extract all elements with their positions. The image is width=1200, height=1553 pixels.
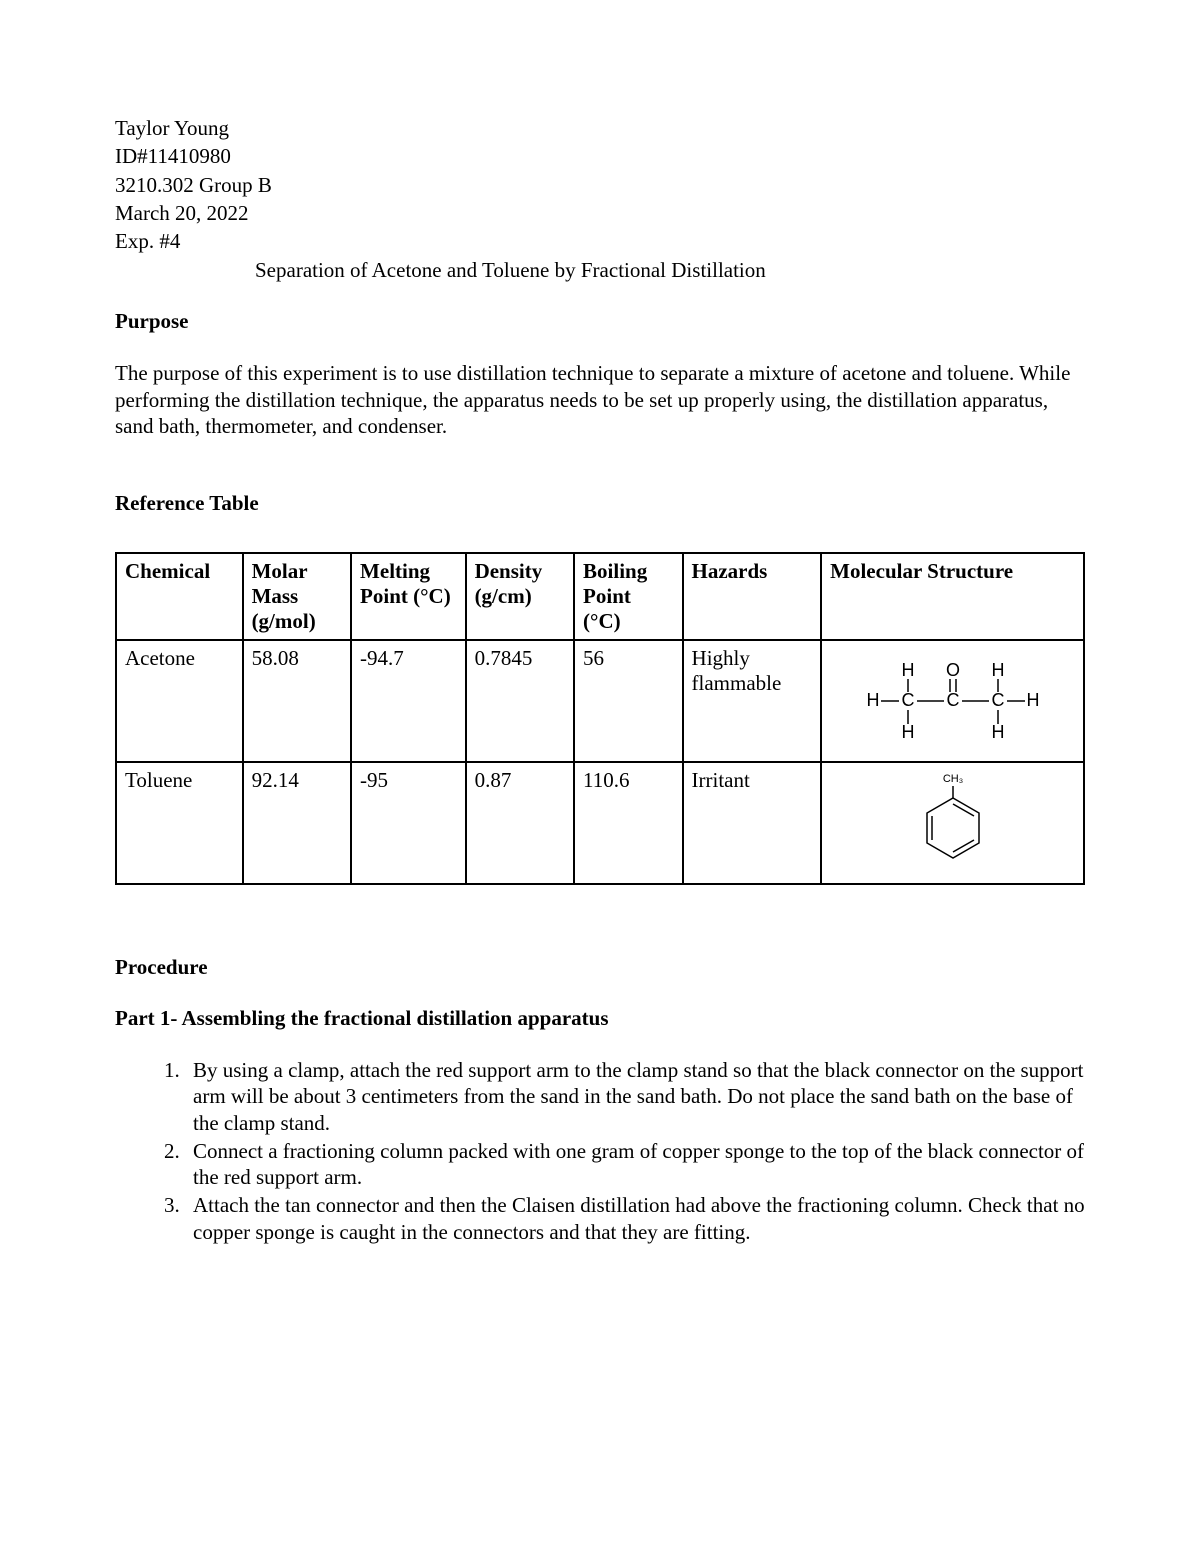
part1-heading: Part 1- Assembling the fractional distil… (115, 1006, 1085, 1031)
svg-text:C: C (946, 690, 959, 710)
reference-table: Chemical Molar Mass (g/mol) Melting Poin… (115, 552, 1085, 885)
col-melting-point: Melting Point (°C) (351, 553, 466, 640)
col-boiling-point: Boiling Point (°C) (574, 553, 682, 640)
cell-hazards: Irritant (683, 762, 822, 884)
list-item: Attach the tan connector and then the Cl… (185, 1192, 1085, 1245)
purpose-heading: Purpose (115, 309, 1085, 334)
author-name: Taylor Young (115, 115, 1085, 141)
cell-melting-point: -94.7 (351, 640, 466, 762)
purpose-text: The purpose of this experiment is to use… (115, 360, 1085, 439)
cell-chemical: Acetone (116, 640, 243, 762)
svg-text:H: H (991, 660, 1004, 680)
cell-structure-acetone: C H H H C O (821, 640, 1084, 762)
table-row: Toluene 92.14 -95 0.87 110.6 Irritant (116, 762, 1084, 884)
cell-hazards: Highly flammable (683, 640, 822, 762)
svg-text:H: H (901, 660, 914, 680)
acetone-structure-icon: C H H H C O (853, 646, 1053, 756)
list-item: Connect a fractioning column packed with… (185, 1138, 1085, 1191)
cell-density: 0.7845 (466, 640, 574, 762)
cell-molar-mass: 92.14 (243, 762, 351, 884)
experiment-number: Exp. #4 (115, 228, 1085, 254)
reference-table-heading: Reference Table (115, 491, 1085, 516)
toluene-structure-icon: CH₃ (893, 768, 1013, 878)
cell-boiling-point: 110.6 (574, 762, 682, 884)
svg-text:H: H (1026, 690, 1039, 710)
cell-structure-toluene: CH₃ (821, 762, 1084, 884)
document-title: Separation of Acetone and Toluene by Fra… (115, 258, 1085, 283)
table-header-row: Chemical Molar Mass (g/mol) Melting Poin… (116, 553, 1084, 640)
svg-text:C: C (991, 690, 1004, 710)
col-molar-mass: Molar Mass (g/mol) (243, 553, 351, 640)
col-chemical: Chemical (116, 553, 243, 640)
cell-molar-mass: 58.08 (243, 640, 351, 762)
page: Taylor Young ID#11410980 3210.302 Group … (0, 0, 1200, 1553)
svg-text:H: H (901, 722, 914, 742)
svg-text:O: O (946, 660, 960, 680)
cell-melting-point: -95 (351, 762, 466, 884)
col-structure: Molecular Structure (821, 553, 1084, 640)
col-hazards: Hazards (683, 553, 822, 640)
list-item: By using a clamp, attach the red support… (185, 1057, 1085, 1136)
svg-text:CH₃: CH₃ (942, 773, 962, 785)
course-section: 3210.302 Group B (115, 172, 1085, 198)
svg-text:H: H (866, 690, 879, 710)
header-block: Taylor Young ID#11410980 3210.302 Group … (115, 115, 1085, 254)
procedure-heading: Procedure (115, 955, 1085, 980)
table-row: Acetone 58.08 -94.7 0.7845 56 Highly fla… (116, 640, 1084, 762)
cell-chemical: Toluene (116, 762, 243, 884)
date: March 20, 2022 (115, 200, 1085, 226)
procedure-list: By using a clamp, attach the red support… (115, 1057, 1085, 1245)
svg-text:H: H (991, 722, 1004, 742)
cell-boiling-point: 56 (574, 640, 682, 762)
cell-density: 0.87 (466, 762, 574, 884)
col-density: Density (g/cm) (466, 553, 574, 640)
author-id: ID#11410980 (115, 143, 1085, 169)
svg-text:C: C (901, 690, 914, 710)
